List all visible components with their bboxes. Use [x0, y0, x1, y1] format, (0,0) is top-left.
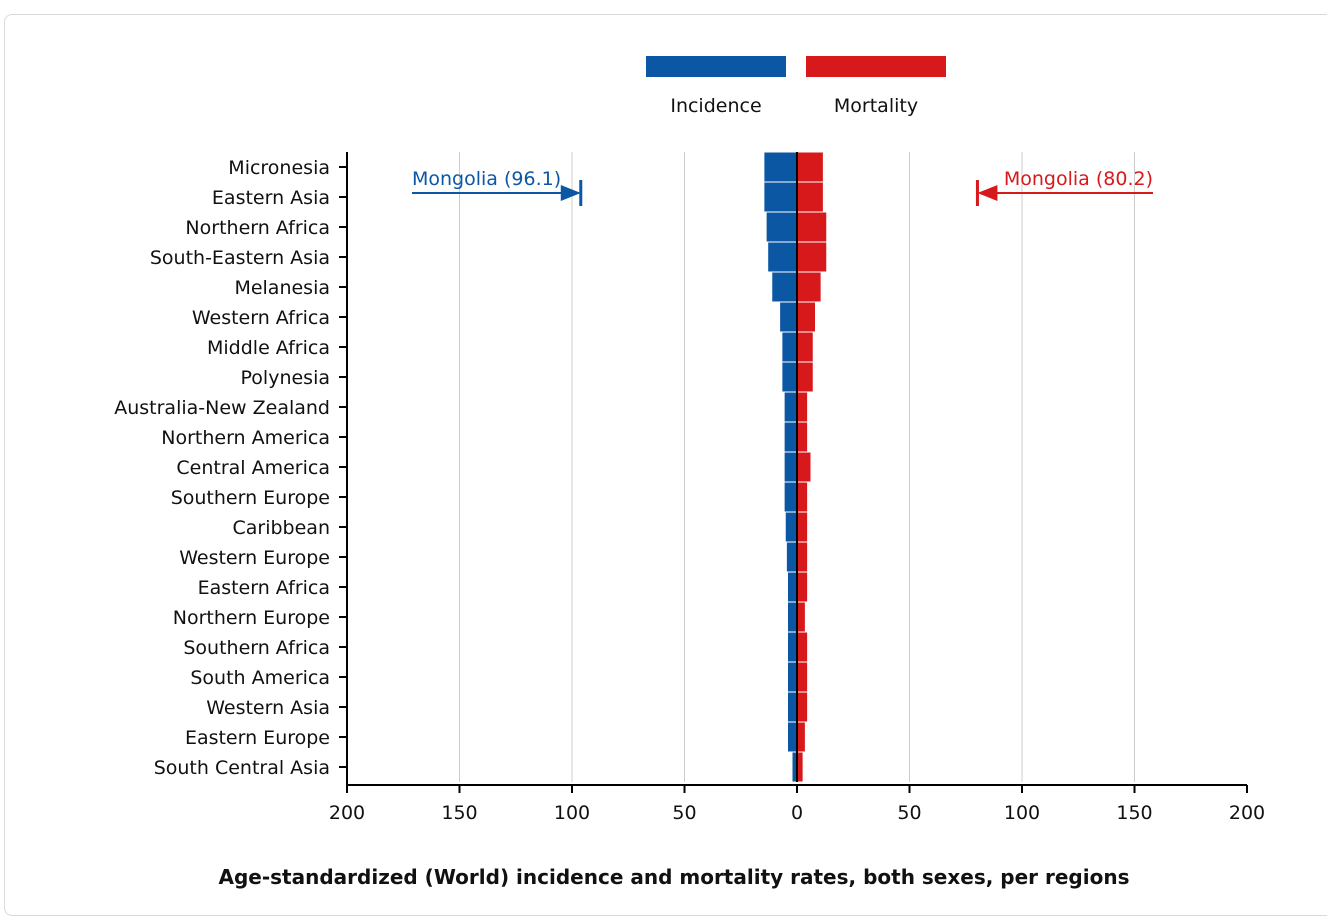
- category-label: Southern Africa: [183, 637, 330, 659]
- category-label: Eastern Africa: [198, 577, 330, 599]
- x-tick-labels: 200 150 100 50 0 50 100 150 200: [329, 802, 1265, 824]
- category-label: South Central Asia: [154, 757, 330, 779]
- bar-incidence[interactable]: [782, 332, 797, 362]
- category-label: Eastern Asia: [212, 187, 330, 209]
- bar-incidence[interactable]: [764, 152, 797, 182]
- x-tick-label: 50: [672, 802, 696, 824]
- x-tick-label: 150: [1116, 802, 1152, 824]
- bar-mortality[interactable]: [797, 422, 808, 452]
- category-labels: Micronesia Eastern Asia Northern Africa Sou…: [114, 157, 347, 779]
- category-label: Northern Africa: [185, 217, 330, 239]
- bar-mortality[interactable]: [797, 692, 808, 722]
- category-label: Central America: [176, 457, 330, 479]
- bar-incidence[interactable]: [784, 452, 797, 482]
- bar-incidence[interactable]: [784, 422, 797, 452]
- bar-mortality[interactable]: [797, 572, 808, 602]
- bar-mortality[interactable]: [797, 482, 808, 512]
- bar-incidence[interactable]: [788, 602, 797, 632]
- x-tick-label: 200: [329, 802, 365, 824]
- arrowhead-mortality: [977, 185, 998, 201]
- bar-incidence[interactable]: [788, 572, 797, 602]
- x-tick-label: 100: [554, 802, 590, 824]
- chart-card: [4, 14, 1327, 916]
- bar-mortality[interactable]: [797, 632, 808, 662]
- bar-incidence[interactable]: [782, 362, 797, 392]
- category-label: Northern America: [161, 427, 330, 449]
- category-label: Western Africa: [192, 307, 330, 329]
- bars: [764, 152, 827, 782]
- category-label: Melanesia: [234, 277, 330, 299]
- bar-incidence[interactable]: [788, 722, 797, 752]
- legend[interactable]: Incidence Mortality: [646, 56, 946, 117]
- bar-mortality[interactable]: [797, 152, 823, 182]
- bar-mortality[interactable]: [797, 182, 823, 212]
- bar-mortality[interactable]: [797, 452, 811, 482]
- category-label: Southern Europe: [171, 487, 330, 509]
- grid-lines: [459, 152, 1135, 782]
- bar-mortality[interactable]: [797, 242, 827, 272]
- bar-mortality[interactable]: [797, 332, 813, 362]
- category-label: Polynesia: [241, 367, 330, 389]
- category-label: South America: [190, 667, 330, 689]
- bar-mortality[interactable]: [797, 212, 827, 242]
- annotations: Mongolia (96.1) Mongolia (80.2): [412, 168, 1153, 206]
- legend-label-incidence[interactable]: Incidence: [670, 95, 761, 117]
- bar-mortality[interactable]: [797, 302, 815, 332]
- category-label: South-Eastern Asia: [150, 247, 330, 269]
- bar-mortality[interactable]: [797, 752, 803, 782]
- bar-mortality[interactable]: [797, 662, 808, 692]
- x-tick-label: 0: [791, 802, 803, 824]
- chart-title: Age-standardized (World) incidence and m…: [218, 865, 1129, 889]
- category-label: Eastern Europe: [185, 727, 330, 749]
- x-tick-label: 50: [897, 802, 921, 824]
- x-tick-label: 200: [1229, 802, 1265, 824]
- bar-mortality[interactable]: [797, 392, 808, 422]
- category-label: Northern Europe: [173, 607, 330, 629]
- bar-mortality[interactable]: [797, 602, 805, 632]
- bar-incidence[interactable]: [780, 302, 797, 332]
- category-label: Caribbean: [233, 517, 331, 539]
- bar-mortality[interactable]: [797, 272, 821, 302]
- bar-incidence[interactable]: [772, 272, 797, 302]
- category-label: Western Asia: [206, 697, 330, 719]
- bar-incidence[interactable]: [766, 212, 797, 242]
- bar-incidence[interactable]: [784, 392, 797, 422]
- category-label: Middle Africa: [207, 337, 330, 359]
- arrowhead-incidence: [560, 185, 581, 201]
- bar-incidence[interactable]: [792, 752, 798, 782]
- bar-incidence[interactable]: [788, 662, 797, 692]
- bar-mortality[interactable]: [797, 722, 805, 752]
- bar-incidence[interactable]: [786, 542, 797, 572]
- category-label: Micronesia: [228, 157, 330, 179]
- x-tick-label: 150: [441, 802, 477, 824]
- legend-swatch-incidence[interactable]: [646, 56, 786, 77]
- bar-incidence[interactable]: [768, 242, 797, 272]
- legend-swatch-mortality[interactable]: [806, 56, 946, 77]
- bar-incidence[interactable]: [784, 482, 797, 512]
- bar-mortality[interactable]: [797, 512, 808, 542]
- bar-incidence[interactable]: [788, 692, 797, 722]
- bar-incidence[interactable]: [788, 632, 797, 662]
- annotation-label-incidence: Mongolia (96.1): [412, 168, 561, 190]
- bar-incidence[interactable]: [764, 182, 797, 212]
- x-tick-label: 100: [1004, 802, 1040, 824]
- legend-label-mortality[interactable]: Mortality: [834, 95, 918, 117]
- bar-incidence[interactable]: [785, 512, 797, 542]
- annotation-label-mortality: Mongolia (80.2): [1004, 168, 1153, 190]
- category-label: Western Europe: [179, 547, 330, 569]
- axes: [346, 152, 1248, 793]
- bar-mortality[interactable]: [797, 542, 808, 572]
- category-label: Australia-New Zealand: [114, 397, 330, 419]
- bar-mortality[interactable]: [797, 362, 813, 392]
